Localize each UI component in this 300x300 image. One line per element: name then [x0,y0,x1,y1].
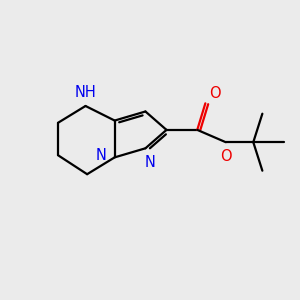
Text: N: N [95,148,106,164]
Text: N: N [144,155,155,170]
Text: O: O [220,149,232,164]
Text: NH: NH [75,85,96,100]
Text: O: O [209,86,220,101]
